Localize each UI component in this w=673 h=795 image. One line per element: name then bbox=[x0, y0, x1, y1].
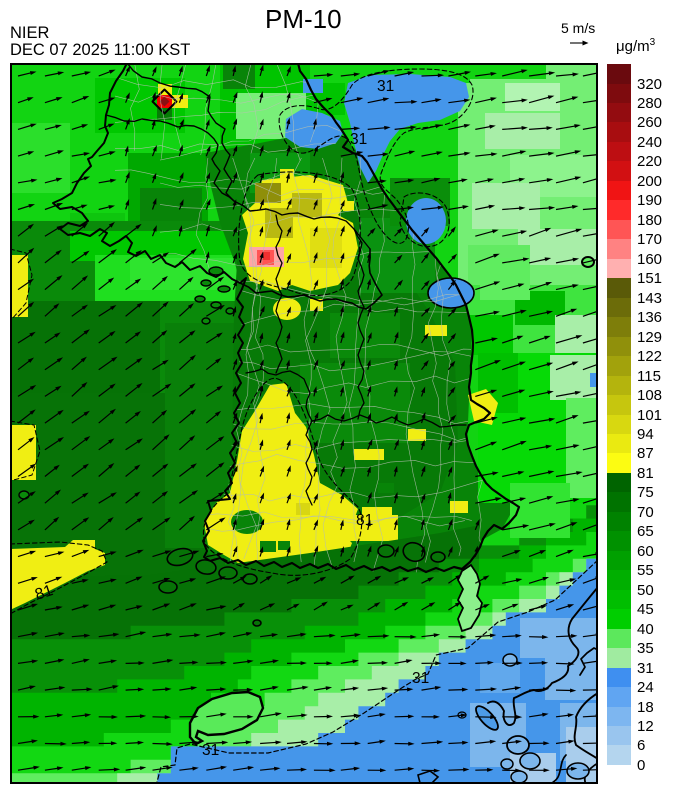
svg-text:31: 31 bbox=[350, 131, 367, 148]
svg-text:81: 81 bbox=[356, 512, 373, 529]
svg-text:31: 31 bbox=[202, 742, 219, 759]
svg-text:81: 81 bbox=[33, 582, 55, 604]
svg-text:31: 31 bbox=[412, 670, 429, 687]
svg-text:31: 31 bbox=[377, 78, 394, 95]
